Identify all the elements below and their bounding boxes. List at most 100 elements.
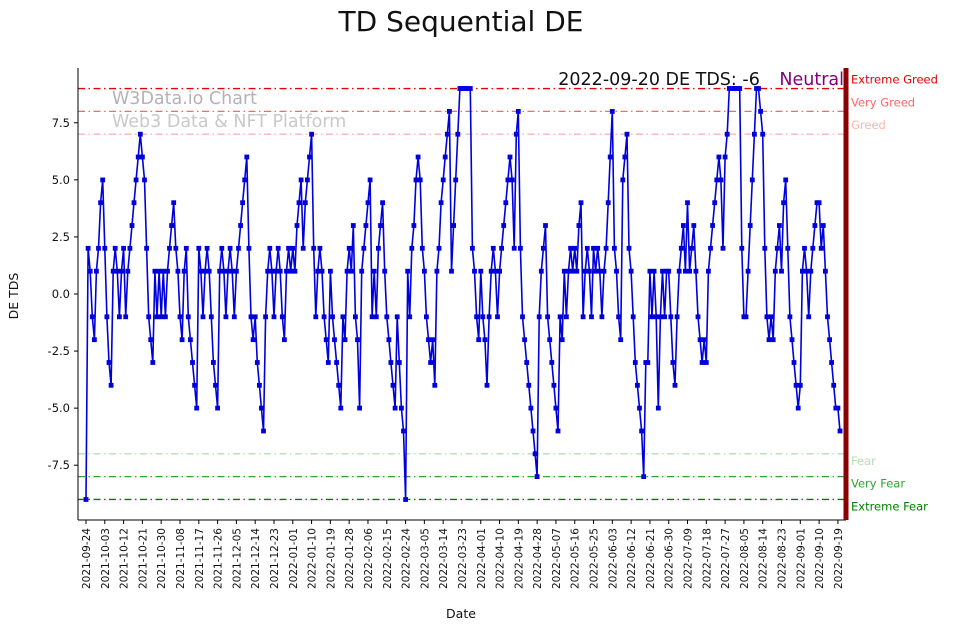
data-point-marker	[614, 268, 619, 274]
data-point-marker	[190, 360, 195, 365]
data-point-marker	[110, 268, 116, 274]
data-point-marker	[244, 154, 250, 160]
x-tick-label: 2022-02-06	[363, 528, 375, 589]
data-point-marker	[787, 314, 793, 320]
data-point-marker	[150, 360, 156, 365]
data-point-marker	[405, 268, 411, 274]
data-point-marker	[334, 360, 339, 365]
data-point-marker	[806, 314, 812, 320]
x-tick-label: 2022-02-24	[401, 528, 413, 589]
data-point-marker	[265, 268, 271, 274]
threshold-label-extreme-fear: Extreme Fear	[851, 499, 928, 513]
data-point-marker	[622, 154, 628, 160]
data-point-marker	[350, 223, 356, 228]
data-point-marker	[298, 177, 304, 183]
data-point-marker	[229, 268, 235, 274]
data-point-marker	[148, 337, 154, 343]
data-point-marker	[248, 314, 254, 320]
data-point-marker	[89, 314, 95, 320]
data-point-marker	[515, 109, 521, 114]
data-point-marker	[831, 382, 837, 388]
data-point-marker	[206, 268, 212, 274]
x-tick-label: 2022-01-28	[344, 528, 356, 589]
threshold-label-very-greed: Very Greed	[851, 95, 915, 109]
data-point-marker	[470, 245, 475, 251]
data-point-marker	[708, 245, 713, 251]
y-tick-label: 0.0	[52, 287, 70, 301]
data-point-marker	[296, 200, 302, 206]
data-point-marker	[417, 177, 423, 183]
data-point-marker	[225, 268, 231, 274]
data-point-marker	[781, 200, 786, 206]
data-point-marker	[630, 314, 636, 320]
data-point-marker	[658, 314, 663, 320]
data-point-marker	[827, 337, 832, 343]
y-tick-label: -7.5	[48, 458, 70, 472]
data-point-marker	[591, 245, 596, 251]
data-point-marker	[185, 314, 191, 320]
data-point-marker	[749, 177, 755, 183]
data-point-marker	[722, 154, 728, 160]
data-point-marker	[716, 154, 722, 160]
data-point-marker	[651, 268, 657, 274]
data-point-marker	[409, 245, 415, 251]
data-point-marker	[490, 245, 496, 251]
data-point-marker	[158, 314, 164, 320]
data-point-marker	[98, 200, 103, 206]
data-point-marker	[346, 245, 352, 251]
data-point-marker	[213, 382, 218, 388]
data-point-marker	[505, 177, 511, 183]
data-point-marker	[816, 200, 822, 206]
watermark-line2: Web3 Data & NFT Platform	[112, 112, 347, 132]
data-point-marker	[568, 245, 573, 251]
data-point-marker	[534, 474, 540, 479]
data-point-marker	[121, 245, 126, 251]
data-point-marker	[175, 268, 181, 274]
x-tick-label: 2022-08-05	[739, 528, 751, 589]
y-tick-label: -5.0	[48, 401, 70, 415]
data-point-marker	[714, 177, 720, 183]
data-point-marker	[580, 314, 586, 320]
data-point-marker	[330, 314, 335, 320]
x-tick-label: 2022-06-12	[626, 528, 638, 589]
data-point-marker	[183, 245, 189, 251]
data-point-marker	[570, 268, 576, 274]
data-point-marker	[411, 223, 417, 228]
data-point-marker	[419, 245, 425, 251]
threshold-label-extreme-greed: Extreme Greed	[851, 73, 938, 87]
data-point-marker	[829, 360, 834, 365]
data-point-marker	[436, 245, 442, 251]
x-tick-label: 2022-04-28	[532, 528, 544, 589]
data-point-marker	[772, 268, 778, 274]
data-point-marker	[154, 314, 160, 320]
data-point-marker	[685, 200, 690, 206]
data-point-marker	[624, 131, 630, 137]
data-point-marker	[355, 337, 360, 343]
data-point-marker	[693, 268, 699, 274]
data-point-marker	[810, 245, 816, 251]
data-point-marker	[522, 337, 527, 343]
data-point-marker	[710, 223, 715, 228]
data-point-marker	[607, 154, 613, 160]
threshold-label-greed: Greed	[851, 118, 886, 132]
data-point-marker	[286, 245, 291, 251]
data-point-marker	[254, 360, 260, 365]
data-point-marker	[112, 245, 118, 251]
data-point-marker	[743, 314, 749, 320]
data-point-marker	[687, 268, 692, 274]
data-point-marker	[396, 360, 402, 365]
data-point-marker	[309, 131, 314, 137]
data-point-marker	[221, 268, 227, 274]
x-tick-label: 2022-07-27	[720, 528, 732, 589]
data-point-marker	[152, 268, 158, 274]
data-point-marker	[666, 268, 672, 274]
data-point-marker	[386, 337, 392, 343]
data-point-marker	[559, 337, 565, 343]
data-point-marker	[371, 268, 377, 274]
data-point-marker	[192, 382, 197, 388]
data-point-marker	[837, 428, 843, 434]
data-point-marker	[394, 314, 400, 320]
data-point-marker	[797, 382, 803, 388]
data-point-marker	[616, 314, 621, 320]
